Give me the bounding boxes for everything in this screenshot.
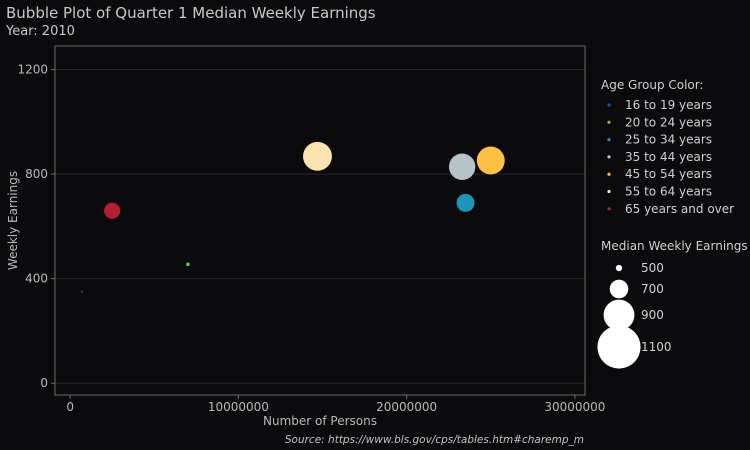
color-legend-title: Age Group Color: (601, 78, 704, 92)
legend-color-key (607, 155, 611, 159)
legend-size-key (597, 325, 641, 369)
x-tick-label: 20000000 (376, 400, 437, 414)
x-tick-label: 30000000 (544, 400, 605, 414)
legend-color-key (607, 207, 611, 211)
bubble-point (186, 262, 190, 267)
bubble-point (476, 146, 505, 175)
legend-size-label: 900 (641, 308, 664, 322)
legend-size-label: 500 (641, 261, 664, 275)
chart-title: Bubble Plot of Quarter 1 Median Weekly E… (6, 4, 376, 22)
legend-color-key (607, 120, 611, 124)
bubble-point (456, 193, 475, 212)
y-tick-label: 1200 (17, 63, 48, 77)
y-axis-label: Weekly Earnings (6, 171, 20, 270)
x-tick-label: 0 (66, 400, 74, 414)
legend-color-label: 65 years and over (625, 202, 734, 216)
legend-color-label: 20 to 24 years (625, 115, 712, 129)
legend-size-label: 1100 (641, 340, 672, 354)
bubble-point (448, 153, 476, 180)
legend-color-label: 35 to 44 years (625, 150, 712, 164)
x-axis-label: Number of Persons (263, 414, 377, 428)
x-tick-label: 10000000 (208, 400, 269, 414)
bubble-point (303, 141, 332, 171)
bubble-point (80, 290, 83, 293)
legend-size-key (615, 264, 623, 272)
y-tick-label: 800 (25, 167, 48, 181)
legend-size-key (609, 279, 629, 299)
y-tick-label: 0 (40, 376, 48, 390)
legend-color-label: 45 to 54 years (625, 167, 712, 181)
bubble-point (104, 202, 121, 219)
legend-size-label: 700 (641, 282, 664, 296)
chart-caption: Source: https://www.bls.gov/cps/tables.h… (285, 434, 584, 446)
chart-subtitle: Year: 2010 (6, 24, 75, 39)
legend-color-label: 55 to 64 years (625, 185, 712, 199)
legend-color-key (607, 189, 611, 194)
y-tick-label: 400 (25, 272, 48, 286)
legend-color-label: 25 to 34 years (625, 133, 712, 147)
legend-color-key (607, 172, 611, 176)
legend-color-label: 16 to 19 years (625, 98, 712, 112)
legend-size-key (603, 299, 635, 331)
legend-color-key (607, 138, 611, 142)
size-legend-title: Median Weekly Earnings (601, 239, 748, 253)
plot-panel (54, 45, 586, 396)
legend-color-key (607, 103, 611, 107)
